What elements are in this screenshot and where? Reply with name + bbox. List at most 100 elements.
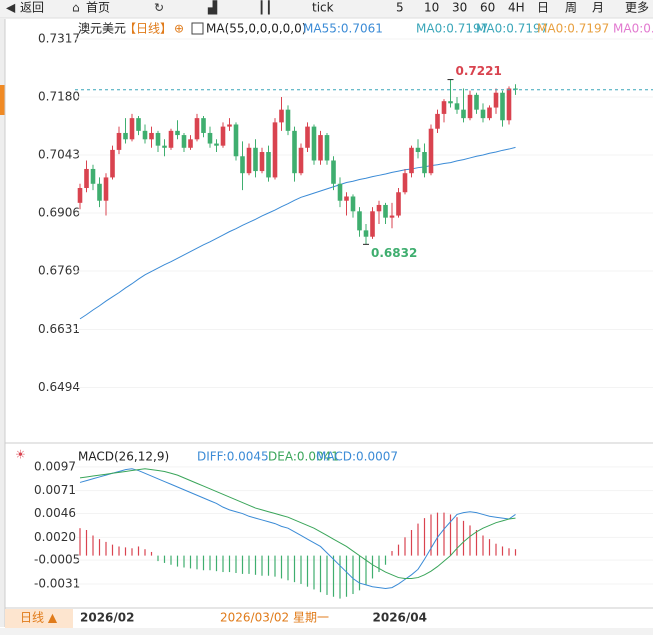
candle-body xyxy=(220,126,226,146)
candle-body xyxy=(305,126,310,148)
bars-icon: ▟ xyxy=(207,0,218,15)
ma-line xyxy=(79,146,516,320)
toolbar-item[interactable]: 60 xyxy=(480,1,495,15)
candle-body xyxy=(240,156,245,174)
candle-body xyxy=(487,107,492,119)
toolbar-item[interactable]: 日 xyxy=(537,1,549,15)
candle-body xyxy=(253,147,258,172)
candle-body xyxy=(513,88,518,90)
ma-icon[interactable] xyxy=(191,22,204,35)
candle-body xyxy=(90,168,96,184)
candle-body xyxy=(337,183,343,201)
candle-body xyxy=(110,149,115,178)
y-tick-label: 0.7043 xyxy=(38,147,80,161)
candle-body xyxy=(279,109,284,123)
candle-body xyxy=(409,147,414,174)
candle-body xyxy=(467,94,473,119)
candle-body xyxy=(506,88,512,121)
x-tick-label: 2026/02 xyxy=(80,611,134,625)
candle-body xyxy=(402,173,408,193)
side-strip xyxy=(0,19,5,627)
macd-icon[interactable]: ☀ xyxy=(15,448,26,462)
toolbar-item[interactable]: tick xyxy=(312,1,334,15)
ma-value: MA0:0.7197 xyxy=(537,22,609,36)
home-icon: ⌂ xyxy=(72,1,80,15)
dea-line xyxy=(79,468,516,579)
macd-value: DIFF:0.0045 xyxy=(197,450,269,464)
candle-body xyxy=(370,211,375,237)
macd-tick-label: 0.0046 xyxy=(34,506,76,520)
candle-body xyxy=(246,147,252,174)
candle-body xyxy=(84,168,89,189)
y-tick-label: 0.6631 xyxy=(38,322,80,336)
candle-body xyxy=(162,145,167,148)
candle-body xyxy=(194,118,200,140)
side-tab[interactable] xyxy=(0,85,5,115)
candle-body xyxy=(129,118,135,140)
candle-body xyxy=(266,152,271,178)
candle-body xyxy=(116,132,122,150)
candle-body xyxy=(298,147,304,174)
refresh-icon: ↻ xyxy=(154,1,164,15)
candle-body xyxy=(103,177,109,201)
candle-icon: ┃┃ xyxy=(258,0,272,15)
candle-body xyxy=(435,113,440,129)
period-button[interactable]: 日线 ▲ xyxy=(20,611,58,625)
candle-body xyxy=(415,147,421,153)
candle-body xyxy=(324,135,330,161)
cursor-date: 2026/03/02 星期一 xyxy=(220,611,329,625)
candle-body xyxy=(292,130,297,174)
toolbar-item[interactable]: 更多 xyxy=(625,1,649,15)
macd-value: DEA:0.0041 xyxy=(268,450,339,464)
candle-body xyxy=(357,211,362,231)
candle-body xyxy=(181,135,187,148)
candle-body xyxy=(168,130,174,148)
candle-body xyxy=(422,152,427,174)
candle-body xyxy=(500,92,505,121)
candle-body xyxy=(474,94,479,110)
ma-value: MA0:0.7197 xyxy=(416,22,488,36)
candle-body xyxy=(272,122,278,178)
toolbar-item[interactable]: 返回 xyxy=(20,1,44,15)
toolbar-item[interactable]: 月 xyxy=(592,1,604,15)
candle-body xyxy=(207,132,213,144)
candle-body xyxy=(331,160,336,184)
candle-body xyxy=(149,132,154,140)
candle-body xyxy=(389,215,395,218)
candle-body xyxy=(142,130,148,140)
candle-body xyxy=(155,132,161,146)
candle-body xyxy=(396,192,401,216)
macd-tick-label: 0.0097 xyxy=(34,459,76,473)
ma-setting: MA(55,0,0,0,0,0) xyxy=(206,22,306,36)
toolbar-item[interactable]: 5 xyxy=(396,1,404,15)
max-label: 0.7221 xyxy=(456,64,502,78)
candle-body xyxy=(285,109,291,131)
candle-body xyxy=(311,126,317,161)
candle-body xyxy=(461,109,466,119)
macd-value: MACD:0.0007 xyxy=(316,450,398,464)
period-button-bg[interactable] xyxy=(5,609,73,628)
back-icon: ◀ xyxy=(6,1,16,15)
candle-body xyxy=(227,124,232,127)
toolbar-item[interactable]: 4H xyxy=(508,1,525,15)
candle-body xyxy=(123,132,128,140)
candle-body xyxy=(383,204,388,218)
candle-body xyxy=(441,101,447,114)
toolbar-item[interactable]: 首页 xyxy=(86,1,110,15)
toolbar-item[interactable]: 30 xyxy=(452,1,467,15)
candle-body xyxy=(428,128,434,174)
toolbar-item[interactable]: 10 xyxy=(424,1,439,15)
macd-tick-label: -0.0031 xyxy=(34,576,80,590)
candle-body xyxy=(376,204,382,212)
toolbar-item[interactable]: 周 xyxy=(565,1,577,15)
ma-value: MA0:0.7197 xyxy=(476,22,548,36)
candle-body xyxy=(77,188,83,203)
tab-strip xyxy=(0,628,653,635)
y-tick-label: 0.6769 xyxy=(38,264,80,278)
candle-body xyxy=(233,124,239,157)
x-tick-label: 2026/04 xyxy=(373,611,427,625)
add-icon[interactable]: ⊕ xyxy=(174,22,184,36)
candle-body xyxy=(344,196,349,201)
macd-tick-label: 0.0071 xyxy=(34,483,76,497)
